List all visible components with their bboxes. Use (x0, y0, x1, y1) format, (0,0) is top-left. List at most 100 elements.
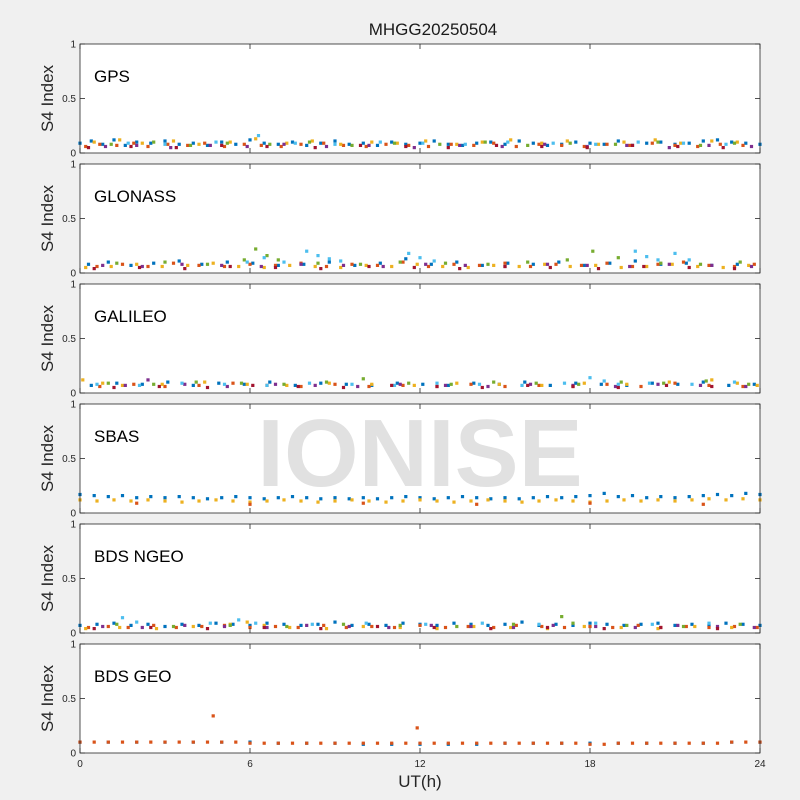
data-point (84, 144, 88, 149)
data-point (120, 494, 125, 498)
data-point (245, 620, 249, 624)
data-point (149, 740, 153, 744)
data-point (194, 380, 198, 384)
data-point (251, 383, 255, 387)
data-point (324, 380, 329, 384)
data-point (480, 140, 484, 144)
data-point (339, 259, 343, 263)
data-point (350, 262, 354, 266)
data-point (517, 741, 521, 745)
data-point (582, 381, 586, 385)
data-point (579, 263, 584, 267)
data-point (183, 382, 187, 386)
data-point (242, 142, 246, 146)
data-point (285, 383, 289, 387)
y-tick-label: 1 (70, 520, 76, 531)
data-point (322, 141, 326, 145)
data-point (262, 265, 266, 270)
data-point (205, 385, 210, 390)
data-point (480, 263, 484, 267)
data-point (242, 382, 246, 386)
data-point (744, 141, 748, 145)
data-point (282, 498, 286, 502)
data-point (656, 382, 660, 386)
data-point (585, 146, 589, 150)
data-point (687, 265, 691, 270)
data-point (446, 741, 450, 745)
data-point (458, 143, 462, 147)
data-point (248, 625, 252, 630)
data-point (370, 382, 374, 386)
data-point (98, 142, 102, 146)
data-point (656, 258, 660, 262)
data-point (288, 263, 292, 267)
data-point (622, 623, 626, 627)
data-point (163, 384, 167, 389)
data-point (537, 142, 541, 146)
data-point (415, 262, 419, 266)
data-point (313, 146, 317, 150)
data-point (132, 141, 136, 145)
panel-label: SBAS (94, 427, 139, 446)
data-point (435, 384, 439, 389)
data-point (489, 497, 493, 501)
data-point (228, 140, 232, 144)
data-point (120, 383, 125, 387)
y-tick-label: 0.5 (62, 334, 76, 345)
data-point (279, 144, 283, 149)
data-point (619, 380, 623, 384)
data-point (86, 625, 91, 630)
data-point (690, 498, 694, 502)
data-point (211, 261, 215, 265)
data-point (749, 264, 754, 269)
data-point (115, 143, 119, 147)
data-point (741, 384, 745, 389)
data-point (225, 384, 229, 389)
data-point (109, 264, 113, 269)
data-point (205, 262, 210, 266)
data-point (129, 263, 133, 267)
data-point (205, 740, 210, 744)
data-point (86, 146, 91, 150)
data-point (163, 139, 167, 143)
data-point (455, 260, 459, 264)
data-point (477, 263, 482, 267)
data-point (248, 138, 252, 142)
data-point (687, 741, 691, 745)
data-point (98, 384, 102, 389)
data-point (492, 141, 496, 145)
data-point (316, 500, 320, 504)
data-point (254, 621, 258, 625)
data-point (656, 627, 660, 631)
data-point (520, 500, 524, 504)
data-point (282, 622, 286, 626)
data-point (384, 142, 388, 146)
data-point (197, 499, 201, 503)
data-point (191, 740, 195, 744)
x-tick-label: 0 (77, 759, 83, 770)
data-point (177, 740, 181, 744)
data-point (710, 378, 714, 382)
data-point (472, 624, 476, 629)
data-point (273, 382, 278, 386)
data-point (596, 142, 601, 146)
data-point (282, 382, 286, 386)
panel-bds-ngeo: 0 0.5 1 BDS NGEO S4 Index (38, 520, 762, 640)
data-point (120, 740, 125, 744)
data-point (237, 264, 241, 269)
x-tick-label: 12 (414, 759, 426, 770)
data-point (656, 140, 660, 144)
data-point (95, 382, 99, 386)
data-point (673, 251, 677, 255)
data-point (367, 264, 371, 269)
data-point (707, 621, 711, 625)
data-point (602, 142, 606, 146)
y-axis-label: S4 Index (38, 544, 57, 612)
data-point (486, 623, 490, 627)
data-point (602, 379, 606, 383)
data-point (390, 264, 394, 269)
data-point (347, 624, 351, 629)
data-point (574, 495, 578, 499)
data-point (619, 625, 623, 630)
data-point (503, 499, 507, 503)
